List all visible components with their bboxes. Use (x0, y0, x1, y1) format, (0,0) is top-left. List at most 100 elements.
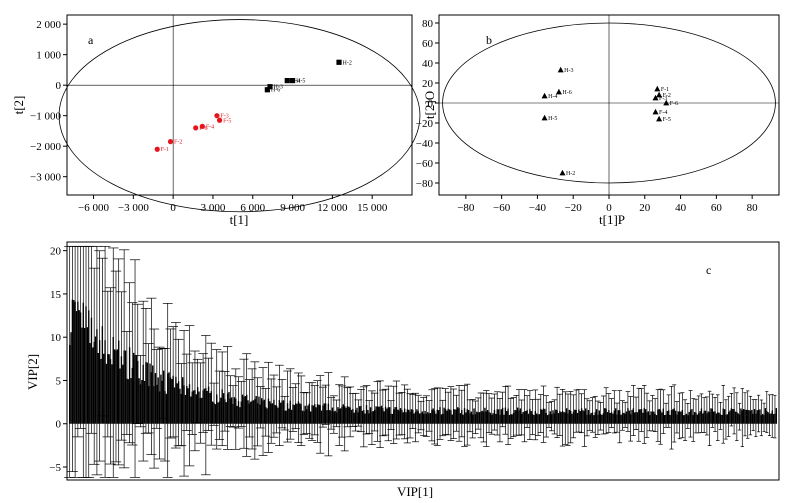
panel-c-bar (568, 409, 571, 424)
panel-b-plot-area: H-3 H-6 H-4 H-5 H-2 F-1F-2F-3F-6F-4F-5 (439, 15, 779, 195)
panel-c-bar (593, 415, 595, 424)
panel-c-bar (606, 412, 609, 424)
panel-a-y-tick-label: 0 (56, 80, 62, 92)
panel-c-bar (486, 410, 489, 424)
panel-c-bar (326, 410, 328, 424)
panel-c-bar (266, 408, 268, 424)
panel-b-point-label: F-1 (661, 87, 669, 93)
panel-c-bar (666, 411, 669, 424)
panel-c-bar (78, 310, 80, 424)
panel-c-bar (383, 411, 385, 424)
panel-c-bar (206, 391, 208, 424)
panel-c-bar (100, 358, 102, 424)
panel-c-bar (729, 410, 731, 424)
panel-a-point-f-1 (154, 146, 160, 152)
panel-a-y-tick-label: −3 000 (30, 172, 61, 184)
panel-c-bar (255, 396, 257, 424)
panel-c-bar (405, 412, 407, 424)
panel-c-bar (323, 403, 325, 424)
panel-c-y-tick-label: 0 (56, 419, 62, 431)
panel-c-bar (70, 332, 72, 424)
panel-c-bar (527, 413, 530, 424)
panel-c-bar (209, 393, 211, 424)
panel-c-bar (427, 412, 429, 424)
panel-c-bar (364, 413, 366, 424)
panel-a-x-tick-label: −6 000 (78, 202, 109, 214)
panel-c-bar (424, 410, 426, 424)
panel-c-bar (222, 393, 225, 424)
panel-c-bar (225, 402, 227, 424)
panel-c-bar (318, 404, 320, 424)
panel-c-bar (734, 411, 737, 424)
panel-c-bar (73, 300, 75, 424)
panel-b-point-f-1 (654, 85, 661, 92)
panel-b-x-tick-label: 80 (747, 202, 759, 214)
panel-c-bar (506, 411, 508, 424)
panel-c-bar (367, 410, 369, 424)
panel-c-bar (103, 353, 105, 424)
panel-c-bar (418, 413, 421, 424)
panel-c-bar (587, 410, 590, 424)
panel-a-point-h-6 (264, 87, 270, 93)
panel-c-bar (293, 404, 296, 424)
panel-c-bar (495, 413, 497, 424)
panel-c-plot-area (64, 245, 777, 478)
panel-c-bar (579, 411, 581, 424)
panel-c-bar (378, 406, 380, 424)
panel-c-bar (639, 409, 641, 424)
panel-a-point-label: H-5 (296, 79, 305, 85)
panel-c-bar (138, 378, 140, 424)
panel-c-bar (478, 412, 481, 424)
panel-c-bar (435, 413, 437, 424)
panel-c-y-label: VIP[2] (25, 354, 40, 390)
panel-c-bar (190, 396, 192, 424)
panel-c-bar (337, 407, 339, 424)
panel-c-bar (440, 414, 443, 424)
panel-c-bar (149, 363, 151, 424)
panel-a-x-tick-label: 9 000 (280, 202, 305, 214)
panel-c-bar (410, 409, 413, 424)
panel-c-bar (685, 413, 688, 424)
panel-c-bar (683, 415, 685, 424)
panel-a-y-tick-label: −2 000 (30, 141, 61, 153)
panel-c-bar (595, 409, 598, 424)
panel-c-bar (775, 408, 777, 424)
panel-c-bar (702, 413, 704, 424)
panel-c-bar (454, 409, 456, 424)
panel-c-bar (598, 410, 600, 424)
panel-c-bar (710, 408, 712, 424)
panel-c-bar (220, 397, 222, 424)
panel-c-bar (721, 414, 723, 424)
panel-c-bar (241, 394, 244, 424)
panel-c-bar (195, 394, 197, 424)
panel-c-bar (299, 403, 301, 424)
panel-a-point-label: F-1 (161, 147, 169, 153)
panel-c-bar (538, 414, 541, 424)
panel-c-bar (590, 412, 592, 424)
panel-c-y-tick-label: 20 (50, 246, 62, 258)
panel-c-bar (492, 413, 494, 424)
panel-c-bar (97, 353, 99, 424)
panel-a-x-tick-label: 12 000 (317, 202, 348, 214)
panel-b-x-tick-label: −60 (493, 202, 511, 214)
panel-a-point-f-4 (199, 123, 205, 129)
panel-a-point-h-3 (267, 84, 273, 90)
panel-b-x-tick-label: 20 (639, 202, 651, 214)
panel-b-x-ticks: −80 −60 −40 −20 0 20 40 60 80 (457, 195, 758, 214)
panel-c-bar (263, 399, 266, 424)
panel-a-score-plot: a F-1 F-2 F-6F-4 F-3F-5 H-3H-6 H-4H-5 H-2 −6 0… (11, 14, 421, 227)
panel-c-bar (127, 379, 129, 424)
panel-c-bar (391, 413, 394, 424)
panel-c-bar (514, 409, 516, 424)
panel-a-point-f-3 (214, 113, 220, 119)
panel-c-letter: c (706, 263, 711, 277)
panel-b-y-tick-label: −40 (416, 138, 434, 150)
panel-b-x-tick-label: 40 (675, 202, 687, 214)
panel-c-bar (350, 409, 353, 424)
panel-c-vip-plot: c 20 15 10 5 0 −5 VIP[1] VIP[2] (25, 241, 780, 499)
panel-c-bar (737, 413, 739, 424)
panel-c-bar (484, 407, 486, 424)
panel-c-bar (457, 407, 459, 424)
panel-c-bar (89, 343, 91, 424)
